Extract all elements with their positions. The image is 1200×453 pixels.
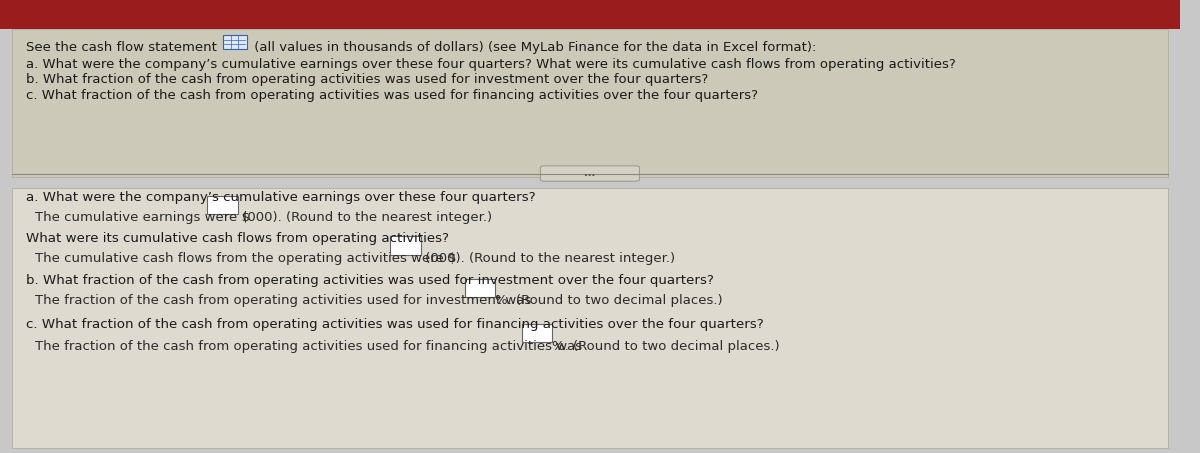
FancyBboxPatch shape	[223, 35, 246, 49]
Text: %. (Round to two decimal places.): %. (Round to two decimal places.)	[496, 294, 722, 308]
FancyBboxPatch shape	[12, 188, 1168, 448]
Text: %. (Round to two decimal places.): %. (Round to two decimal places.)	[552, 340, 780, 353]
Text: c. What fraction of the cash from operating activities was used for financing ac: c. What fraction of the cash from operat…	[26, 318, 763, 331]
Text: c. What fraction of the cash from operating activities was used for financing ac: c. What fraction of the cash from operat…	[26, 89, 758, 102]
Text: a. What were the company’s cumulative earnings over these four quarters? What we: a. What were the company’s cumulative ea…	[26, 58, 955, 71]
Text: (000). (Round to the nearest integer.): (000). (Round to the nearest integer.)	[421, 252, 674, 265]
FancyBboxPatch shape	[540, 166, 640, 181]
Text: The fraction of the cash from operating activities used for investment was: The fraction of the cash from operating …	[35, 294, 536, 308]
FancyBboxPatch shape	[522, 324, 552, 342]
Text: ...: ...	[584, 168, 595, 178]
FancyBboxPatch shape	[464, 279, 496, 297]
Text: The cumulative earnings were $: The cumulative earnings were $	[35, 211, 251, 224]
Text: b. What fraction of the cash from operating activities was used for investment o: b. What fraction of the cash from operat…	[26, 73, 708, 87]
Text: See the cash flow statement: See the cash flow statement	[26, 41, 217, 54]
Text: a. What were the company’s cumulative earnings over these four quarters?: a. What were the company’s cumulative ea…	[26, 191, 535, 204]
Text: The fraction of the cash from operating activities used for financing activities: The fraction of the cash from operating …	[35, 340, 587, 353]
FancyBboxPatch shape	[390, 236, 421, 255]
Text: The cumulative cash flows from the operating activities were $: The cumulative cash flows from the opera…	[35, 252, 457, 265]
Text: What were its cumulative cash flows from operating activities?: What were its cumulative cash flows from…	[26, 232, 449, 245]
Text: b. What fraction of the cash from operating activities was used for investment o: b. What fraction of the cash from operat…	[26, 274, 714, 287]
Text: (all values in thousands of dollars) (see MyLab Finance for the data in Excel fo: (all values in thousands of dollars) (se…	[250, 41, 816, 54]
FancyBboxPatch shape	[12, 29, 1168, 177]
Text: (000). (Round to the nearest integer.): (000). (Round to the nearest integer.)	[238, 211, 492, 224]
FancyBboxPatch shape	[0, 0, 1180, 29]
FancyBboxPatch shape	[208, 196, 238, 214]
